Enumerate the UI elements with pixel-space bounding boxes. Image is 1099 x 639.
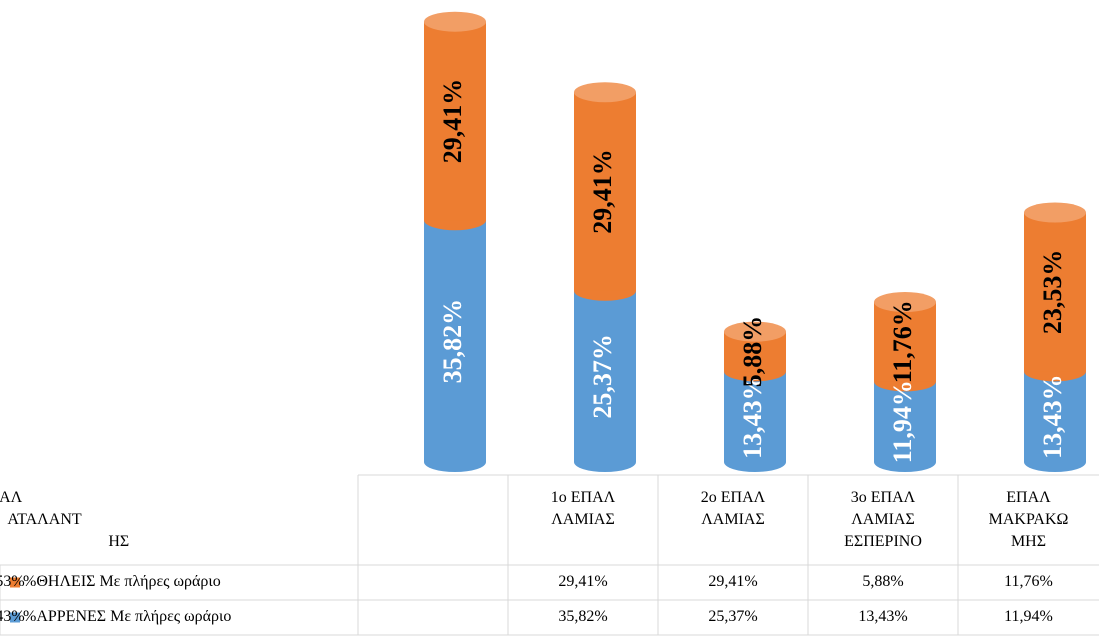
cylinder-body [574, 92, 636, 291]
cylinder-top [874, 292, 936, 313]
cylinder-top [1024, 202, 1086, 223]
category-label: ΕΠΑΛΑΤΑΛΑΝΤΗΣ [0, 489, 129, 550]
cylinder-body [424, 21, 486, 221]
cylinder-body [724, 371, 786, 462]
legend-label: %ΘΗΛΕΙΣ Με πλήρες ωράριο [23, 573, 221, 590]
table-value: 5,88% [862, 573, 903, 590]
category-label: ΕΠΑΛ ΜΑΚΡΑΚΩ ΜΗΣ [989, 489, 1069, 550]
legend-label: %ΑΡΡΕΝΕΣ Με πλήρες ωράριο [23, 608, 231, 625]
cylinder-body [874, 302, 936, 382]
legend-swatch [10, 612, 20, 623]
cylinder-body [1024, 371, 1086, 462]
table-value: 29,41% [708, 573, 757, 590]
value-label: 35,82% [438, 299, 467, 384]
category-label: 2ο ΕΠΑΛ ΛΑΜΙΑΣ [701, 489, 766, 528]
value-label: 29,41% [438, 79, 467, 164]
value-label: 11,94% [888, 380, 917, 463]
value-label: 11,76% [888, 300, 917, 383]
table-value: 13,43% [0, 608, 25, 625]
table-value: 35,82% [558, 608, 607, 625]
cylinder-body [424, 220, 486, 462]
value-label: 5,88% [738, 316, 767, 388]
table-value: 11,76% [1004, 573, 1053, 590]
cylinder-top [724, 321, 786, 342]
value-label: 13,43% [738, 374, 767, 459]
value-label: 25,37% [588, 334, 617, 419]
table-value: 23,53% [0, 573, 25, 590]
value-label: 23,53% [1038, 250, 1067, 335]
value-label: 13,43% [1038, 374, 1067, 459]
table-value: 13,43% [858, 608, 907, 625]
table-value: 25,37% [708, 608, 757, 625]
legend-swatch [10, 577, 20, 588]
cylinder-top [424, 11, 486, 32]
cylinder-body [574, 290, 636, 462]
cylinder-top [574, 82, 636, 103]
cylinder-body [1024, 212, 1086, 372]
cylinder-body [874, 381, 936, 462]
category-label: 3ο ΕΠΑΛ ΛΑΜΙΑΣ ΕΣΠΕΡΙΝΟ [844, 489, 922, 550]
category-label: 1ο ΕΠΑΛ ΛΑΜΙΑΣ [551, 489, 616, 528]
value-label: 29,41% [588, 149, 617, 234]
table-value: 11,94% [1004, 608, 1053, 625]
table-value: 29,41% [558, 573, 607, 590]
